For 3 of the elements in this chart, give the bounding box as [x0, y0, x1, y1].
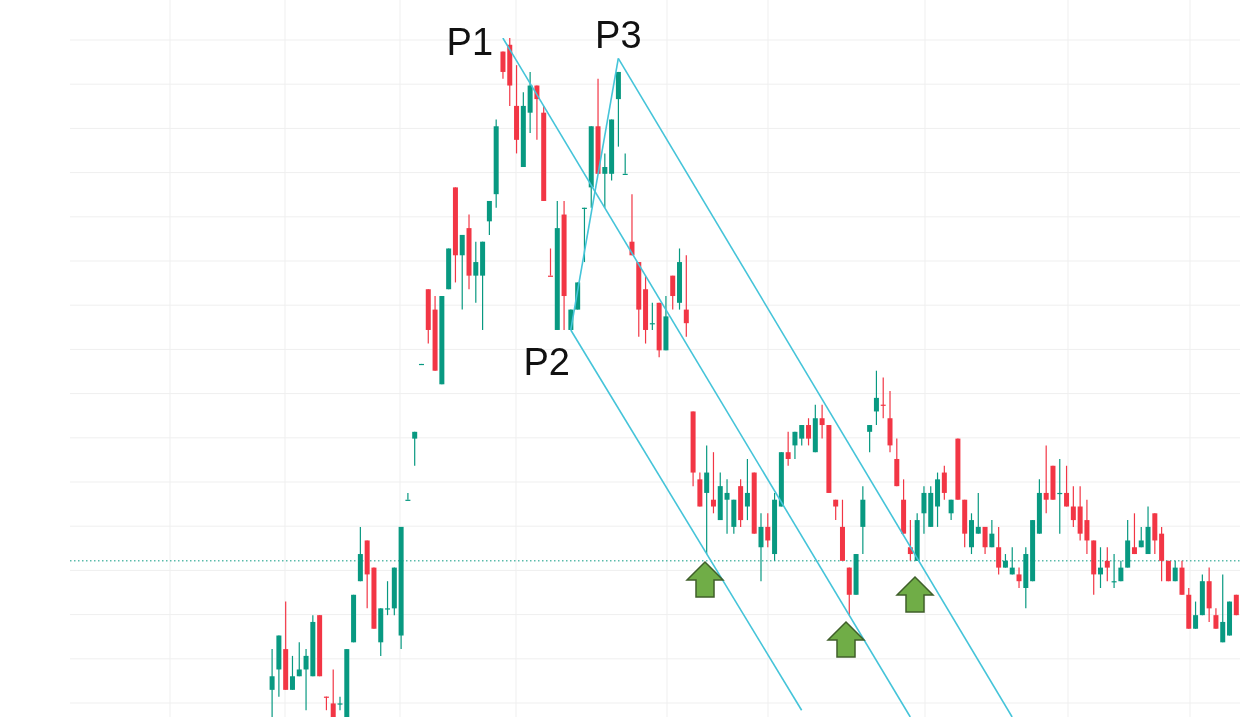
annotation: P3	[595, 14, 642, 57]
annotation: P1	[446, 21, 494, 63]
annotation: P2	[523, 340, 571, 383]
